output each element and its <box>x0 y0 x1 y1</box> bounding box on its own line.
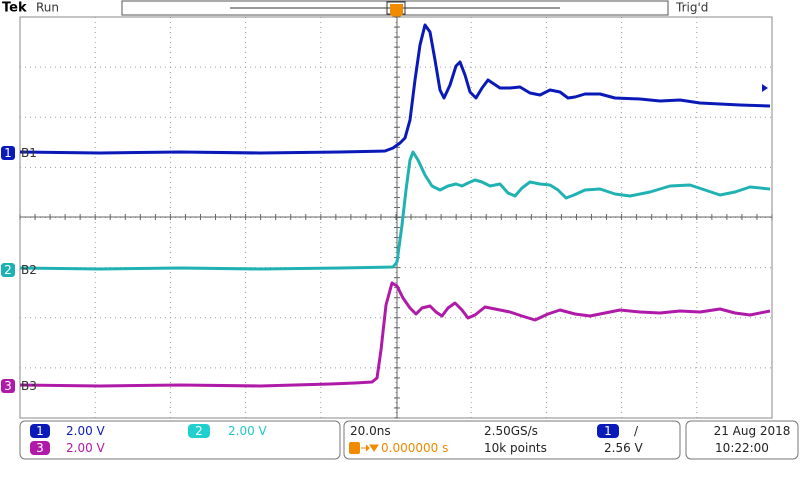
channel-marker-3: 3 B3 <box>1 379 37 393</box>
channel-marker-2: 2 B2 <box>1 263 37 277</box>
sample-rate: 2.50GS/s <box>484 424 538 438</box>
badge-number: 2 <box>195 424 203 438</box>
channel-marker-1: 1 B1 <box>1 146 37 160</box>
badge <box>1 146 15 160</box>
channel-label: B2 <box>21 263 37 277</box>
badge-number: 3 <box>4 379 12 393</box>
ref-marker <box>762 84 768 92</box>
badge <box>188 424 210 438</box>
badge <box>597 424 619 438</box>
delay-icon <box>349 442 360 454</box>
date: 21 Aug 2018 <box>714 424 791 438</box>
horizontal-panel <box>343 420 681 460</box>
badge <box>1 263 15 277</box>
delay-arrow <box>361 444 379 452</box>
run-status: Run <box>36 1 59 15</box>
badge <box>1 379 15 393</box>
waveform-b3 <box>19 281 771 388</box>
brand: Tek <box>2 1 27 16</box>
badge-number: 2 <box>4 263 12 277</box>
waveform-b1 <box>19 23 771 155</box>
channel-label: B3 <box>21 379 37 393</box>
trigger-source: 1 <box>604 424 612 438</box>
ch3-scale: 2.00 V <box>66 441 106 455</box>
trigger-state: Trig'd <box>675 1 708 15</box>
badge <box>30 441 50 455</box>
trigger-level: 2.56 V <box>604 441 644 455</box>
time: 10:22:00 <box>715 441 769 455</box>
channel-label: B1 <box>21 146 37 160</box>
datetime-panel <box>685 420 799 460</box>
ch1-scale: 2.00 V <box>66 424 106 438</box>
waveform-b2 <box>19 150 771 271</box>
badge-number: 1 <box>36 424 44 438</box>
time-scale: 20.0ns <box>350 424 391 438</box>
record-length: 10k points <box>484 441 547 455</box>
trigger-slope: / <box>634 424 639 438</box>
vertical-panel <box>19 420 341 460</box>
delay: 0.000000 s <box>381 441 448 455</box>
ch2-scale: 2.00 V <box>228 424 268 438</box>
badge <box>30 424 50 438</box>
badge-number: 1 <box>4 146 12 160</box>
badge-number: 3 <box>36 441 44 455</box>
